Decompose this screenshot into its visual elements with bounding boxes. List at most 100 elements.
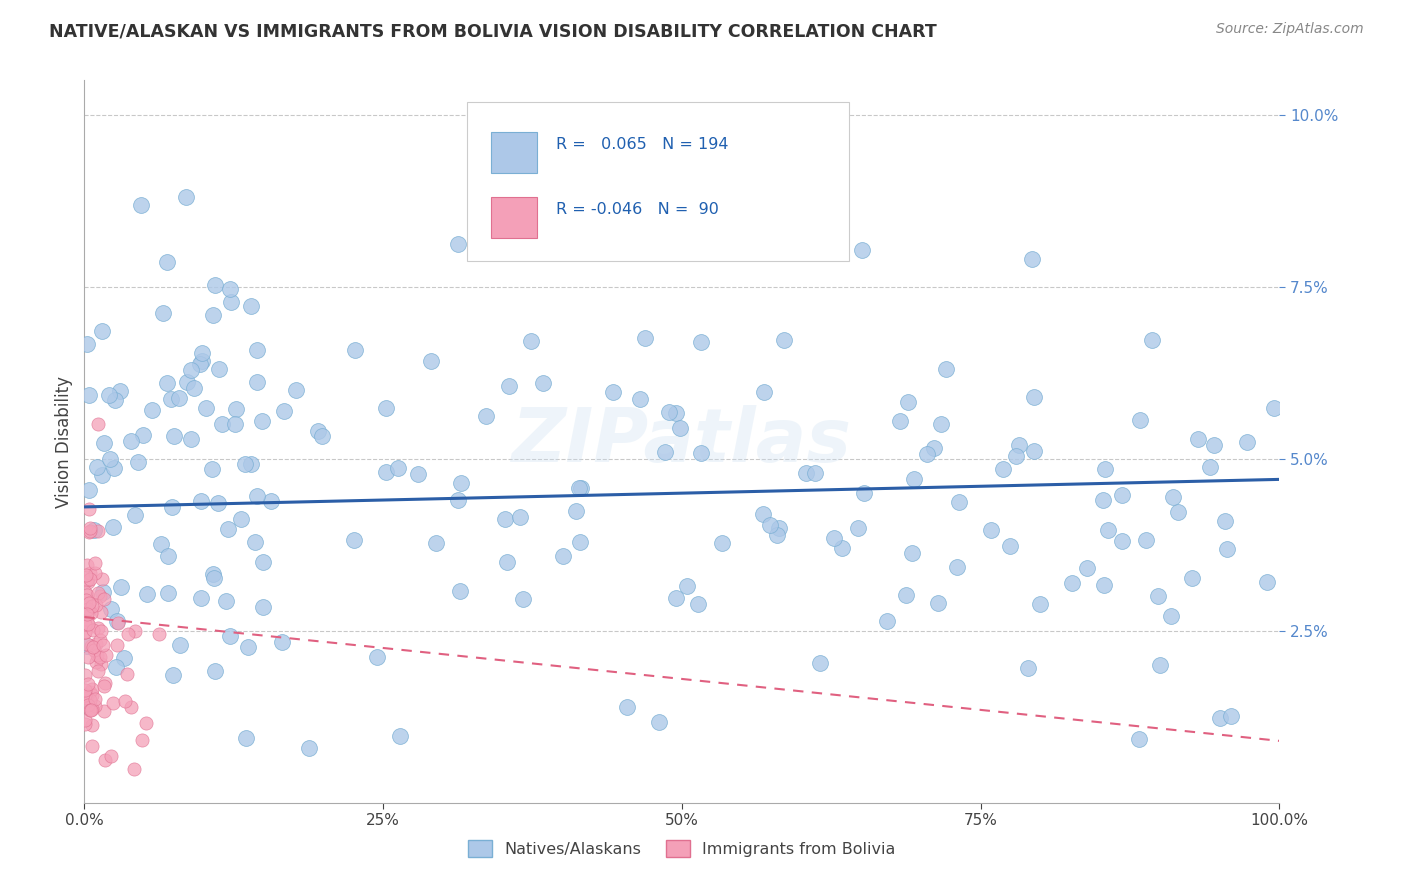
Point bbox=[76, 602, 98, 616]
Point bbox=[96, 648, 118, 663]
Point bbox=[82, 702, 104, 716]
Point bbox=[97, 388, 120, 402]
Point bbox=[79, 521, 101, 535]
Point bbox=[79, 524, 101, 539]
Point bbox=[163, 429, 186, 443]
Point bbox=[772, 333, 794, 347]
Point bbox=[73, 616, 96, 631]
Point bbox=[260, 493, 283, 508]
Point bbox=[494, 511, 516, 525]
Point bbox=[211, 417, 233, 432]
Point bbox=[1181, 571, 1204, 585]
Point bbox=[634, 331, 657, 345]
Point bbox=[201, 566, 224, 581]
Point bbox=[194, 401, 217, 415]
Point bbox=[82, 640, 104, 654]
Point bbox=[1198, 459, 1220, 474]
Point bbox=[77, 574, 100, 589]
Point bbox=[91, 467, 114, 482]
Point bbox=[150, 537, 173, 551]
Point bbox=[759, 518, 782, 533]
Point bbox=[246, 376, 269, 390]
Point bbox=[110, 580, 132, 594]
Point bbox=[101, 520, 124, 534]
Point bbox=[665, 406, 688, 420]
Point bbox=[512, 591, 534, 606]
Point bbox=[117, 626, 139, 640]
Point bbox=[808, 656, 831, 670]
Point bbox=[509, 509, 531, 524]
Point bbox=[73, 714, 96, 728]
Point bbox=[233, 457, 256, 471]
Point bbox=[129, 198, 152, 212]
Point bbox=[917, 447, 939, 461]
Point bbox=[141, 402, 163, 417]
Point bbox=[100, 748, 122, 763]
Point bbox=[217, 522, 239, 536]
Point bbox=[176, 375, 198, 389]
Point bbox=[246, 343, 269, 357]
Point bbox=[851, 243, 873, 257]
Point bbox=[90, 657, 112, 671]
Point bbox=[79, 703, 101, 717]
Point bbox=[152, 306, 174, 320]
Point bbox=[450, 476, 472, 491]
Point bbox=[927, 596, 949, 610]
Point bbox=[180, 432, 202, 446]
Point bbox=[245, 534, 267, 549]
Point bbox=[94, 753, 117, 767]
Text: R =   0.065   N = 194: R = 0.065 N = 194 bbox=[557, 137, 728, 152]
Point bbox=[1022, 443, 1045, 458]
Point bbox=[207, 496, 229, 510]
Point bbox=[1022, 390, 1045, 404]
Point bbox=[531, 376, 554, 391]
Point bbox=[120, 700, 142, 714]
Point bbox=[107, 615, 129, 630]
Point bbox=[105, 614, 128, 628]
Point bbox=[83, 692, 105, 706]
Point bbox=[79, 572, 101, 586]
Point bbox=[148, 626, 170, 640]
Point bbox=[77, 388, 100, 402]
Point bbox=[75, 690, 97, 704]
Point bbox=[658, 405, 681, 419]
Point bbox=[852, 486, 875, 500]
Point bbox=[1111, 488, 1133, 502]
Point bbox=[103, 460, 125, 475]
Point bbox=[235, 731, 257, 745]
Point bbox=[207, 361, 229, 376]
Point bbox=[83, 523, 105, 537]
Point bbox=[82, 739, 104, 753]
Point bbox=[1097, 523, 1119, 537]
Point bbox=[894, 588, 917, 602]
Point bbox=[922, 441, 945, 455]
Text: Source: ZipAtlas.com: Source: ZipAtlas.com bbox=[1216, 22, 1364, 37]
Point bbox=[76, 607, 98, 621]
Point bbox=[201, 308, 224, 322]
Point bbox=[84, 655, 107, 669]
Point bbox=[389, 729, 412, 743]
Point bbox=[229, 512, 252, 526]
Point bbox=[1017, 661, 1039, 675]
Point bbox=[83, 566, 105, 580]
Point bbox=[84, 637, 107, 651]
Point bbox=[76, 640, 98, 654]
Point bbox=[82, 718, 104, 732]
Point bbox=[406, 467, 429, 482]
Point bbox=[90, 572, 112, 586]
Point bbox=[218, 629, 240, 643]
Point bbox=[79, 501, 101, 516]
Point bbox=[1021, 252, 1043, 266]
Point bbox=[447, 492, 470, 507]
Point bbox=[75, 584, 97, 599]
Point bbox=[1029, 597, 1052, 611]
Point bbox=[76, 573, 98, 587]
Point bbox=[159, 392, 181, 407]
Point bbox=[823, 531, 845, 545]
Point bbox=[889, 414, 911, 428]
Point bbox=[180, 362, 202, 376]
Point bbox=[654, 444, 676, 458]
Point bbox=[77, 483, 100, 498]
Point bbox=[752, 385, 775, 400]
Point bbox=[311, 428, 333, 442]
